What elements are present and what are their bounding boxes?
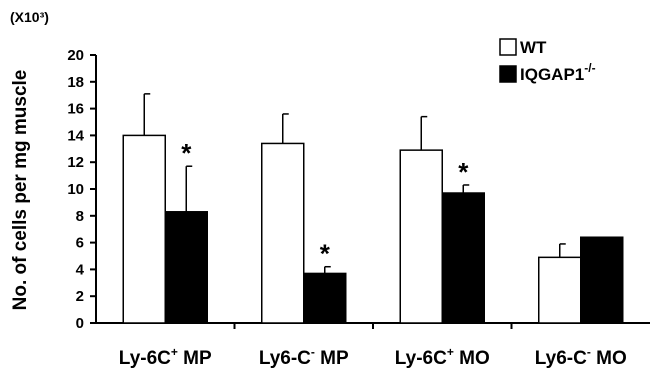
category-rest: MO	[454, 348, 490, 369]
y-tick-label: 0	[76, 315, 84, 332]
bar-iqgap1-3	[441, 192, 485, 324]
category-rest: MP	[178, 348, 212, 369]
legend-swatch-wt	[499, 38, 517, 56]
category-sup: -	[587, 345, 591, 359]
category-sup: -	[311, 345, 315, 359]
y-axis-unit: (X10³)	[10, 9, 49, 25]
significance-marker: *	[181, 138, 192, 168]
category-main: Ly6-C	[259, 348, 311, 369]
y-tick-label: 18	[67, 74, 84, 91]
legend-name-sup: -/-	[584, 61, 595, 75]
legend-name: IQGAP1	[520, 65, 584, 84]
category-rest: MP	[315, 348, 349, 369]
legend-name: WT	[520, 38, 547, 57]
y-tick-label: 20	[67, 47, 84, 64]
legend-label-iqgap1: IQGAP1-/-	[520, 61, 596, 84]
y-tick-label: 4	[76, 261, 85, 278]
legend: WT IQGAP1-/-	[499, 38, 596, 84]
bar-wt-2	[261, 142, 305, 324]
bar-wt-1	[122, 134, 166, 324]
bar-iqgap1-4	[580, 236, 624, 324]
category-main: Ly-6C	[119, 348, 171, 369]
x-category-label: Ly-6C+ MO	[395, 345, 490, 369]
category-sup: +	[171, 345, 178, 359]
y-tick-label: 16	[67, 101, 84, 118]
bar-iqgap1-2	[303, 272, 347, 324]
significance-marker: *	[458, 157, 469, 187]
x-category-label: Ly6-C- MO	[535, 345, 627, 369]
x-category-label: Ly-6C+ MP	[119, 345, 212, 369]
y-tick-label: 2	[76, 288, 84, 305]
bar-iqgap1-1	[164, 211, 208, 324]
category-rest: MO	[591, 348, 627, 369]
category-main: Ly-6C	[395, 348, 447, 369]
x-category-label: Ly6-C- MP	[259, 345, 349, 369]
y-tick-label: 10	[67, 181, 84, 198]
y-axis-label: No. of cells per mg muscle	[10, 70, 31, 311]
y-tick-label: 6	[76, 235, 84, 252]
category-main: Ly6-C	[535, 348, 587, 369]
bars-group: * * *	[122, 93, 624, 324]
y-tick-label: 14	[67, 127, 84, 144]
legend-label-wt: WT	[520, 38, 547, 57]
y-tick-label: 12	[67, 154, 84, 171]
bar-wt-4	[538, 256, 582, 324]
significance-marker: *	[320, 239, 331, 269]
y-tick-label: 8	[76, 208, 84, 225]
bar-wt-3	[399, 149, 443, 324]
legend-swatch-iqgap1	[499, 65, 517, 83]
category-sup: +	[447, 345, 454, 359]
